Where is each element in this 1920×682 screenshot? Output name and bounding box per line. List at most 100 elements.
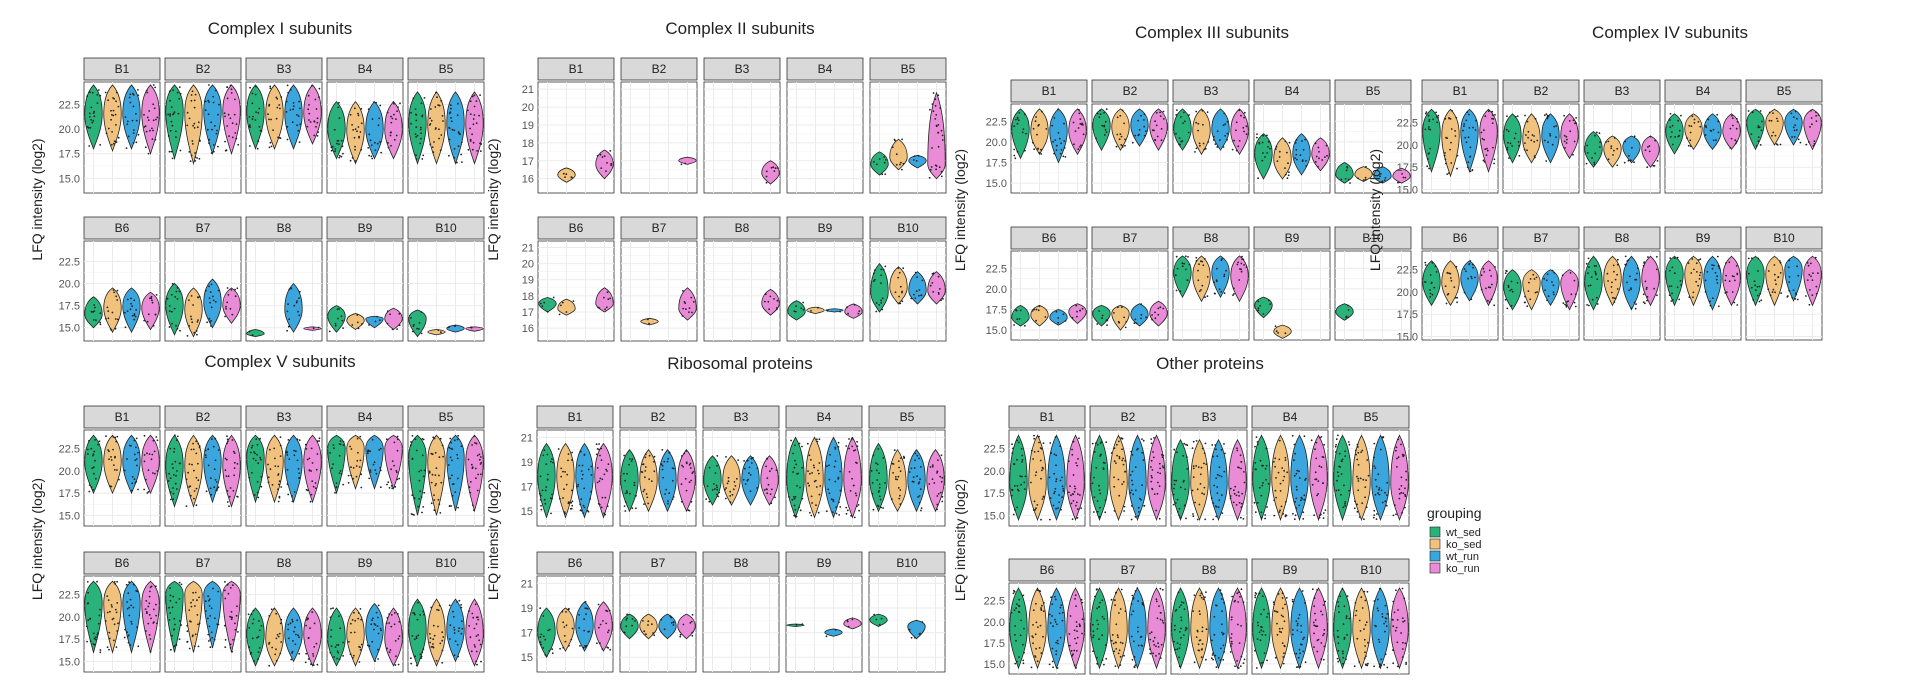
data-point <box>471 444 473 446</box>
data-point <box>131 314 134 317</box>
violin-wt_sed <box>703 455 722 506</box>
data-point <box>941 139 944 141</box>
data-point <box>1181 140 1184 142</box>
data-point <box>1437 116 1439 119</box>
data-point <box>1770 119 1773 122</box>
data-point <box>1134 516 1137 518</box>
data-point <box>1142 459 1145 461</box>
data-point <box>756 467 759 470</box>
data-point <box>335 486 338 489</box>
data-point <box>1759 292 1762 295</box>
data-point <box>1174 502 1177 504</box>
data-point <box>826 465 828 468</box>
data-point <box>226 287 229 289</box>
data-point <box>1204 442 1207 445</box>
data-point <box>155 294 158 296</box>
data-point <box>473 644 476 646</box>
facet-label: B5 <box>1777 84 1792 98</box>
data-point <box>1181 262 1184 265</box>
y-tick-label: 15.0 <box>1397 331 1418 343</box>
data-point <box>600 167 603 170</box>
data-point <box>1805 295 1807 297</box>
data-point <box>1734 279 1736 282</box>
data-point <box>146 612 148 615</box>
data-point <box>583 454 586 456</box>
data-point <box>431 453 434 455</box>
data-point <box>602 620 604 622</box>
y-tick-label: 15 <box>521 506 533 518</box>
data-point <box>248 646 251 648</box>
data-point <box>1594 134 1596 137</box>
data-point <box>1594 270 1597 273</box>
data-point <box>877 448 880 450</box>
data-point <box>393 113 395 116</box>
data-point <box>256 480 259 483</box>
data-point <box>1057 108 1059 111</box>
data-point <box>114 583 117 585</box>
violin-wt_sed <box>786 436 805 519</box>
data-point <box>198 596 200 599</box>
violin-wt_sed <box>327 305 346 333</box>
data-point <box>168 472 171 475</box>
data-point <box>1594 152 1597 155</box>
data-point <box>921 621 924 623</box>
data-point <box>1123 505 1126 508</box>
facet-strip <box>407 405 485 429</box>
data-point <box>328 330 331 333</box>
data-point <box>172 595 175 598</box>
data-point <box>1256 136 1258 139</box>
data-point <box>257 462 260 465</box>
data-point <box>1216 130 1219 133</box>
data-point <box>1644 280 1647 283</box>
facet-label: B1 <box>1040 410 1055 424</box>
data-point <box>360 323 363 325</box>
data-point <box>1174 274 1177 277</box>
data-point <box>176 91 179 94</box>
violin-ko_sed <box>1030 304 1049 327</box>
data-point <box>545 463 548 465</box>
data-point <box>214 300 217 303</box>
data-point <box>1050 452 1053 454</box>
data-point <box>211 128 213 131</box>
data-point <box>1628 155 1630 157</box>
data-point <box>188 325 191 327</box>
data-point <box>420 332 423 335</box>
data-point <box>935 125 938 128</box>
data-point <box>1335 489 1338 492</box>
data-point <box>1080 144 1082 147</box>
data-point <box>390 625 393 628</box>
y-tick-label: 22.5 <box>1397 265 1418 277</box>
data-point <box>1200 289 1202 291</box>
data-point <box>1197 122 1200 125</box>
data-point <box>580 470 583 472</box>
data-point <box>1203 148 1206 151</box>
data-point <box>349 653 352 656</box>
data-point <box>227 293 230 296</box>
data-point <box>1062 155 1065 158</box>
data-point <box>1678 134 1681 137</box>
data-point <box>584 601 587 603</box>
data-point <box>1456 154 1459 157</box>
facet: B9 <box>1664 226 1742 341</box>
y-axis-label: LFQ intensity (log2) <box>952 479 968 601</box>
data-point <box>1605 141 1607 143</box>
data-point <box>176 298 179 300</box>
data-point <box>208 317 211 320</box>
data-point <box>1807 264 1810 267</box>
data-point <box>258 126 261 128</box>
data-point <box>188 117 191 120</box>
data-point <box>1259 304 1261 307</box>
data-point <box>396 110 398 113</box>
data-point <box>1511 145 1513 147</box>
data-point <box>460 153 462 156</box>
data-point <box>441 115 444 117</box>
data-point <box>126 636 129 638</box>
data-point <box>256 147 259 150</box>
y-tick-label: 15.0 <box>986 178 1007 190</box>
data-point <box>379 469 382 472</box>
data-point <box>1446 173 1449 176</box>
data-point <box>422 506 425 508</box>
facet: B3 <box>703 57 781 194</box>
data-point <box>1467 136 1470 139</box>
data-point <box>1040 153 1043 155</box>
